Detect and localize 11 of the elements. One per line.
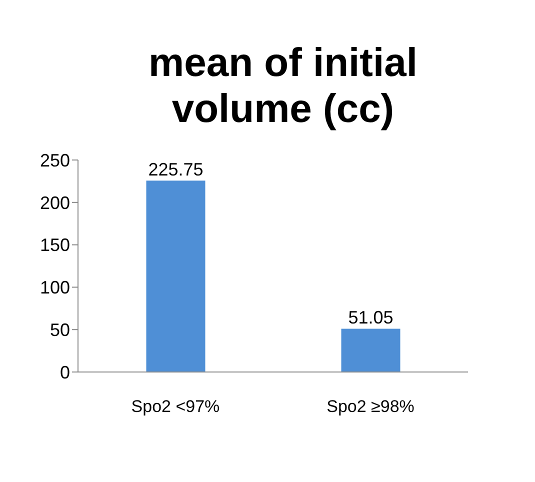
y-tick-label: 250: [40, 150, 70, 170]
y-tick-label: 150: [40, 235, 70, 256]
x-tick-label: Spo2 <97%: [131, 397, 220, 416]
data-label: 225.75: [148, 160, 204, 180]
chart-title: mean of initial volume (cc): [148, 40, 418, 132]
x-tick-label: Spo2 ≥98%: [326, 397, 414, 416]
y-tick-label: 100: [40, 278, 70, 298]
y-tick-label: 50: [50, 320, 70, 340]
y-tick-label: 200: [40, 192, 70, 213]
y-tick-label: 0: [60, 362, 70, 382]
data-label: 51.05: [348, 308, 394, 328]
